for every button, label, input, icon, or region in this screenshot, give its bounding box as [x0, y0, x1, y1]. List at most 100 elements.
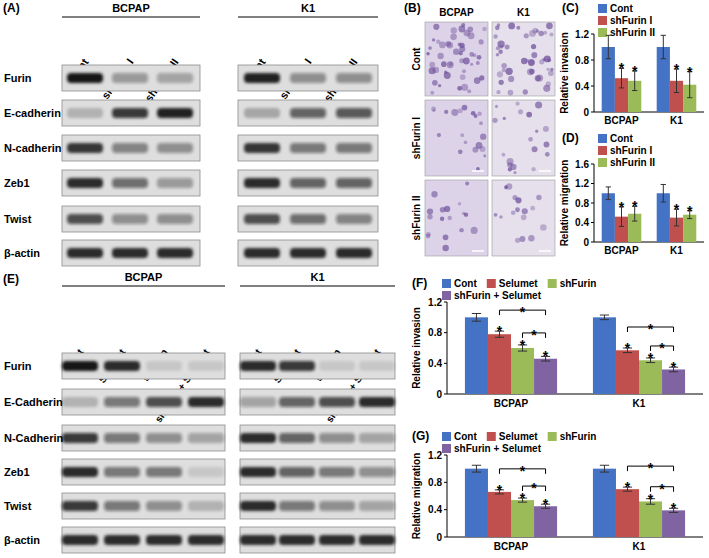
cell	[459, 58, 464, 63]
y-tick-label: 1.2	[428, 297, 442, 308]
y-tick	[591, 86, 594, 87]
row-label: shFurin II	[411, 195, 422, 240]
legend-label: Cont	[610, 3, 633, 14]
cell	[432, 38, 435, 41]
cell	[468, 32, 475, 39]
bracket-label: *	[648, 460, 654, 476]
cell	[499, 80, 504, 85]
y-tick	[591, 203, 594, 204]
cell	[519, 236, 525, 242]
scale-bar	[539, 250, 551, 252]
legend-label: shFurin II	[610, 157, 655, 168]
panel-label: (G)	[412, 429, 429, 443]
cell	[515, 207, 520, 212]
band	[104, 361, 140, 371]
band	[112, 73, 148, 83]
error-bar	[600, 465, 609, 472]
cell	[507, 158, 514, 165]
y-tick-label: 1.2	[428, 450, 442, 461]
error-bar	[600, 315, 609, 320]
band	[62, 501, 98, 511]
cell	[508, 22, 515, 29]
cell	[498, 50, 502, 54]
row-label: E-cadherin	[4, 107, 61, 119]
bracket-label: *	[531, 327, 537, 343]
band	[359, 535, 395, 545]
blot-strip	[238, 240, 378, 266]
band	[157, 143, 193, 153]
legend-item: shFurin + Selumet	[442, 443, 542, 454]
significance: *	[687, 203, 693, 219]
band	[112, 178, 148, 188]
cell	[462, 212, 465, 215]
blot-strip	[62, 425, 225, 451]
cell	[460, 74, 466, 80]
cell	[457, 86, 462, 91]
legend-item: shFurin	[548, 278, 597, 289]
chart: (F)ContSelumetshFurinshFurin + Selumet00…	[411, 276, 703, 409]
cell	[430, 91, 434, 95]
y-axis-label: Relative migration	[559, 160, 570, 247]
cell	[441, 61, 447, 67]
band	[359, 361, 395, 371]
cell	[526, 112, 532, 118]
band	[67, 248, 103, 258]
legend-item: shFurin II	[598, 157, 655, 168]
band	[104, 535, 140, 545]
blot-strip	[62, 65, 200, 91]
micrograph	[425, 100, 488, 176]
cell	[462, 105, 468, 111]
band	[290, 108, 326, 118]
cell	[436, 39, 440, 43]
cell	[539, 59, 544, 64]
significance: *	[674, 61, 680, 77]
legend-label: Cont	[454, 431, 477, 442]
cell	[462, 69, 466, 73]
band	[240, 361, 276, 371]
band	[67, 108, 103, 118]
cell	[432, 80, 438, 86]
chart: (D)ContshFurin IshFurin II00.40.81.21.6R…	[559, 131, 704, 256]
cell	[521, 214, 527, 220]
band	[188, 361, 224, 371]
band	[62, 467, 98, 477]
blot-strip	[62, 353, 225, 379]
band	[336, 108, 372, 118]
cell	[458, 202, 462, 206]
cell	[505, 68, 512, 75]
bar	[639, 501, 662, 537]
significance: *	[619, 60, 625, 76]
cell	[483, 154, 486, 157]
significance: *	[619, 199, 625, 215]
cell	[438, 84, 441, 87]
cell	[528, 59, 535, 66]
y-tick	[591, 34, 594, 35]
cell	[428, 46, 432, 50]
blot-strip	[62, 135, 200, 161]
blot-strip	[238, 135, 378, 161]
blot-strip	[240, 425, 395, 451]
cell	[495, 26, 500, 31]
y-tick-label: 0	[583, 107, 589, 118]
cell	[543, 85, 550, 92]
band	[157, 248, 193, 258]
cell	[523, 89, 528, 94]
cell	[477, 112, 481, 116]
cell	[426, 52, 429, 55]
cell	[503, 117, 506, 120]
bar	[488, 334, 511, 394]
bar	[465, 469, 488, 537]
error-bar	[661, 35, 666, 58]
figure: (A)BCPAPContshFurin IshFurin IIK1ContshF…	[0, 0, 709, 558]
row-label: N-Cadherin	[4, 432, 64, 444]
cell	[437, 133, 441, 137]
blot-strip	[62, 459, 225, 485]
band	[62, 535, 98, 545]
bracket-label: *	[531, 480, 537, 496]
blot-strip	[240, 353, 395, 379]
significance: *	[648, 491, 654, 507]
cell	[443, 235, 449, 241]
group-header: BCPAP	[125, 271, 163, 283]
x-tick-label: BCPAP	[494, 398, 529, 409]
y-tick-label: 0.8	[575, 198, 589, 209]
